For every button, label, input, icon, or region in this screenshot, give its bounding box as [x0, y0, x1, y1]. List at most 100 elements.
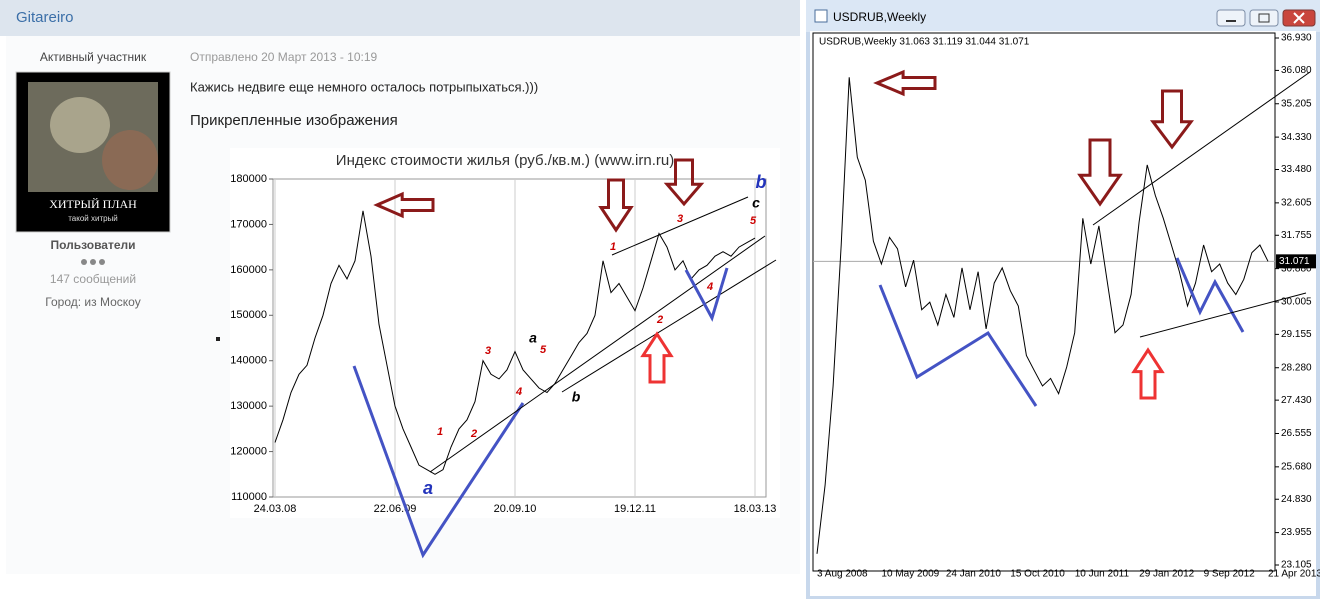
user-city: Город: из Москоу: [45, 295, 140, 309]
y-tick-label: 150000: [230, 309, 267, 321]
x-tick-label: 10 Jun 2011: [1075, 569, 1130, 580]
wave-label: 2: [656, 314, 663, 326]
post-text: Кажись недвиге еще немного осталось потр…: [190, 79, 538, 94]
wave-label: a: [423, 478, 433, 498]
price-line: [816, 77, 1269, 554]
window-title: USDRUB,Weekly: [833, 10, 926, 24]
y-tick-label: 120000: [230, 445, 267, 457]
avatar-caption: ХИТРЫЙ ПЛАН: [49, 197, 137, 211]
y-tick-label: 30.005: [1281, 297, 1312, 308]
x-tick-label: 3 Aug 2008: [817, 569, 868, 580]
rank-pip: [81, 259, 87, 265]
x-tick-label: 9 Sep 2012: [1204, 569, 1256, 580]
arrow: [1131, 347, 1165, 400]
wave-label: 3: [677, 213, 683, 225]
drawn-line: [1175, 257, 1245, 333]
y-tick-label: 180000: [230, 173, 267, 185]
y-tick-label: 35.205: [1281, 98, 1312, 109]
drawn-line: [1139, 292, 1307, 338]
y-tick-label: 140000: [230, 355, 267, 367]
y-tick-label: 110000: [231, 491, 267, 503]
avatar-subcaption: такой хитрый: [68, 214, 118, 223]
user-group: Пользователи: [50, 238, 135, 252]
y-tick-label: 130000: [230, 400, 267, 412]
drawn-line: [429, 235, 766, 473]
post-header-bar: [0, 0, 800, 36]
arrow: [873, 69, 937, 97]
arrow: [1077, 138, 1123, 207]
user-rank: Активный участник: [40, 50, 147, 64]
y-tick-label: 36.930: [1281, 33, 1312, 44]
arrow: [598, 178, 634, 233]
wave-label: 3: [485, 345, 491, 357]
x-tick-label: 21 Apr 2013: [1268, 569, 1320, 580]
y-tick-label: 33.480: [1281, 164, 1312, 175]
y-tick-label: 23.105: [1281, 560, 1312, 571]
attachments-title: Прикрепленные изображения: [190, 112, 398, 129]
y-tick-label: 36.080: [1281, 65, 1312, 76]
avatar-shoulder: [102, 130, 158, 190]
avatar-face: [50, 97, 110, 153]
username[interactable]: Gitareiro: [16, 9, 74, 26]
x-tick-label: 19.12.11: [614, 503, 656, 515]
x-tick-label: 20.09.10: [494, 503, 537, 515]
y-tick-label: 31.755: [1281, 230, 1312, 241]
rank-pip: [99, 259, 105, 265]
attachment-image[interactable]: [230, 148, 780, 518]
y-tick-label: 34.330: [1281, 132, 1312, 143]
bullet: [216, 337, 220, 341]
x-tick-label: 15 Oct 2010: [1010, 569, 1065, 580]
wave-label: b: [572, 389, 581, 405]
maximize-glyph: [1258, 13, 1270, 23]
y-tick-label: 32.605: [1281, 198, 1312, 209]
x-tick-label: 24.03.08: [254, 503, 297, 515]
y-tick-label: 27.430: [1281, 395, 1312, 406]
arrow: [663, 158, 705, 207]
arrow: [373, 191, 435, 219]
chart-info: USDRUB,Weekly 31.063 31.119 31.044 31.07…: [819, 37, 1030, 48]
wave-label: b: [756, 172, 767, 192]
y-tick-label: 23.955: [1281, 527, 1312, 538]
price-line: [274, 210, 756, 475]
wave-label: 4: [706, 281, 713, 293]
current-price-box: [1276, 254, 1316, 269]
y-tick-label: 29.155: [1281, 329, 1312, 340]
drawn-line: [561, 259, 777, 393]
drawn-line: [684, 267, 729, 322]
x-tick-label: 29 Jan 2012: [1139, 569, 1194, 580]
close-glyph: [1293, 12, 1305, 24]
left-plot-frame: [272, 178, 767, 498]
post-date: Отправлено 20 Март 2013 - 10:19: [190, 50, 378, 64]
wave-label: 4: [515, 386, 522, 398]
wave-label: c: [752, 195, 760, 211]
y-tick-label: 25.680: [1281, 461, 1312, 472]
minimize-button[interactable]: [1216, 9, 1246, 27]
maximize-button[interactable]: [1249, 9, 1279, 27]
drawn-line: [1092, 71, 1311, 226]
post-count: 147 сообщений: [50, 272, 136, 286]
wave-label: 1: [610, 241, 616, 253]
x-tick-label: 18.03.13: [734, 503, 777, 515]
left-chart-title: Индекс стоимости жилья (руб./кв.м.) (www…: [336, 152, 674, 169]
x-tick-label: 24 Jan 2010: [946, 569, 1001, 580]
drawn-line: [878, 284, 1038, 407]
y-tick-label: 24.830: [1281, 494, 1312, 505]
wave-label: 5: [750, 215, 757, 227]
wave-label: 5: [540, 344, 547, 356]
window-client: [810, 31, 1316, 596]
y-tick-label: 160000: [230, 264, 267, 276]
y-tick-label: 170000: [230, 218, 267, 230]
wave-label: 1: [437, 426, 443, 438]
drawn-line: [611, 196, 749, 256]
y-tick-label: 26.555: [1281, 428, 1312, 439]
x-tick-label: 10 May 2009: [881, 569, 939, 580]
window-icon: [814, 9, 828, 23]
y-tick-label: 28.280: [1281, 362, 1312, 373]
current-price-label: 31.071: [1279, 256, 1310, 267]
y-tick-label: 30.880: [1281, 263, 1312, 274]
wave-label: 2: [470, 428, 477, 440]
arrow: [1149, 89, 1195, 150]
arrow: [640, 331, 674, 384]
